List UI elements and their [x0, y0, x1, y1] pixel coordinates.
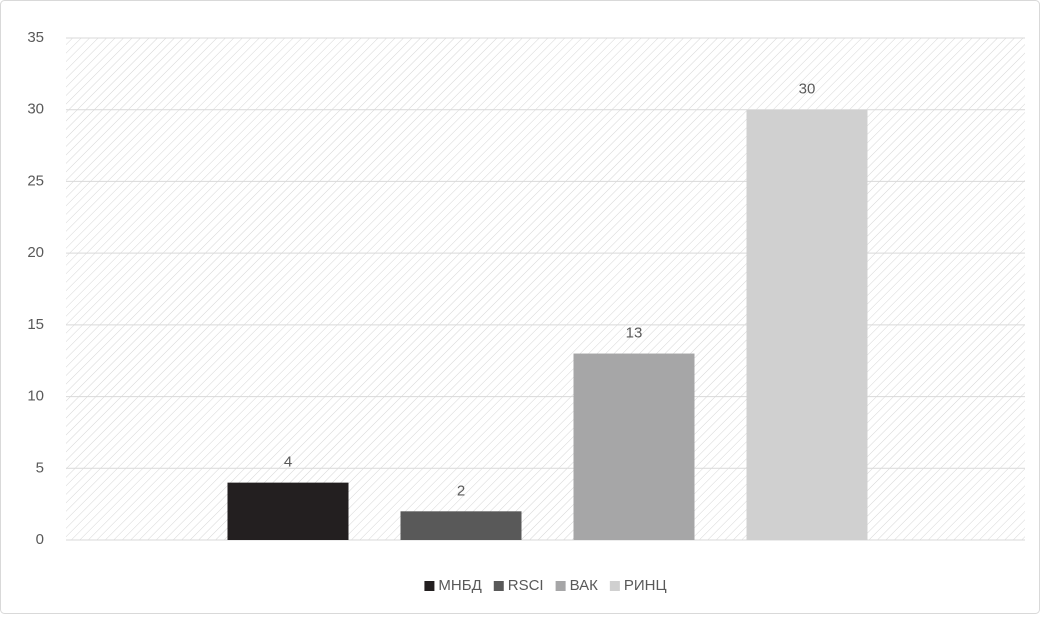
legend-label: RSCI: [508, 577, 544, 594]
bar: [227, 482, 349, 540]
bar: [746, 109, 868, 540]
legend: МНБД RSCI ВАК РИНЦ: [424, 577, 667, 594]
legend-swatch: [493, 581, 504, 591]
y-tick-label: 30: [27, 101, 44, 118]
y-tick-label: 10: [27, 388, 44, 405]
value-label: 30: [799, 81, 816, 98]
bar: [573, 353, 695, 540]
plot-area: [66, 38, 1025, 540]
y-tick-label: 15: [27, 316, 44, 333]
bar: [400, 511, 522, 540]
legend-label: МНБД: [438, 577, 481, 594]
y-tick-label: 5: [36, 459, 44, 476]
y-tick-label: 35: [27, 29, 44, 46]
y-tick-label: 25: [27, 172, 44, 189]
y-tick-label: 20: [27, 244, 44, 261]
legend-swatch: [424, 581, 435, 591]
legend-label: ВАК: [570, 577, 599, 594]
value-label: 4: [284, 454, 292, 471]
value-label: 2: [457, 482, 465, 499]
value-label: 13: [626, 325, 643, 342]
legend-swatch: [555, 581, 566, 591]
legend-label: РИНЦ: [624, 577, 667, 594]
legend-swatch: [609, 581, 620, 591]
y-tick-label: 0: [36, 531, 44, 548]
